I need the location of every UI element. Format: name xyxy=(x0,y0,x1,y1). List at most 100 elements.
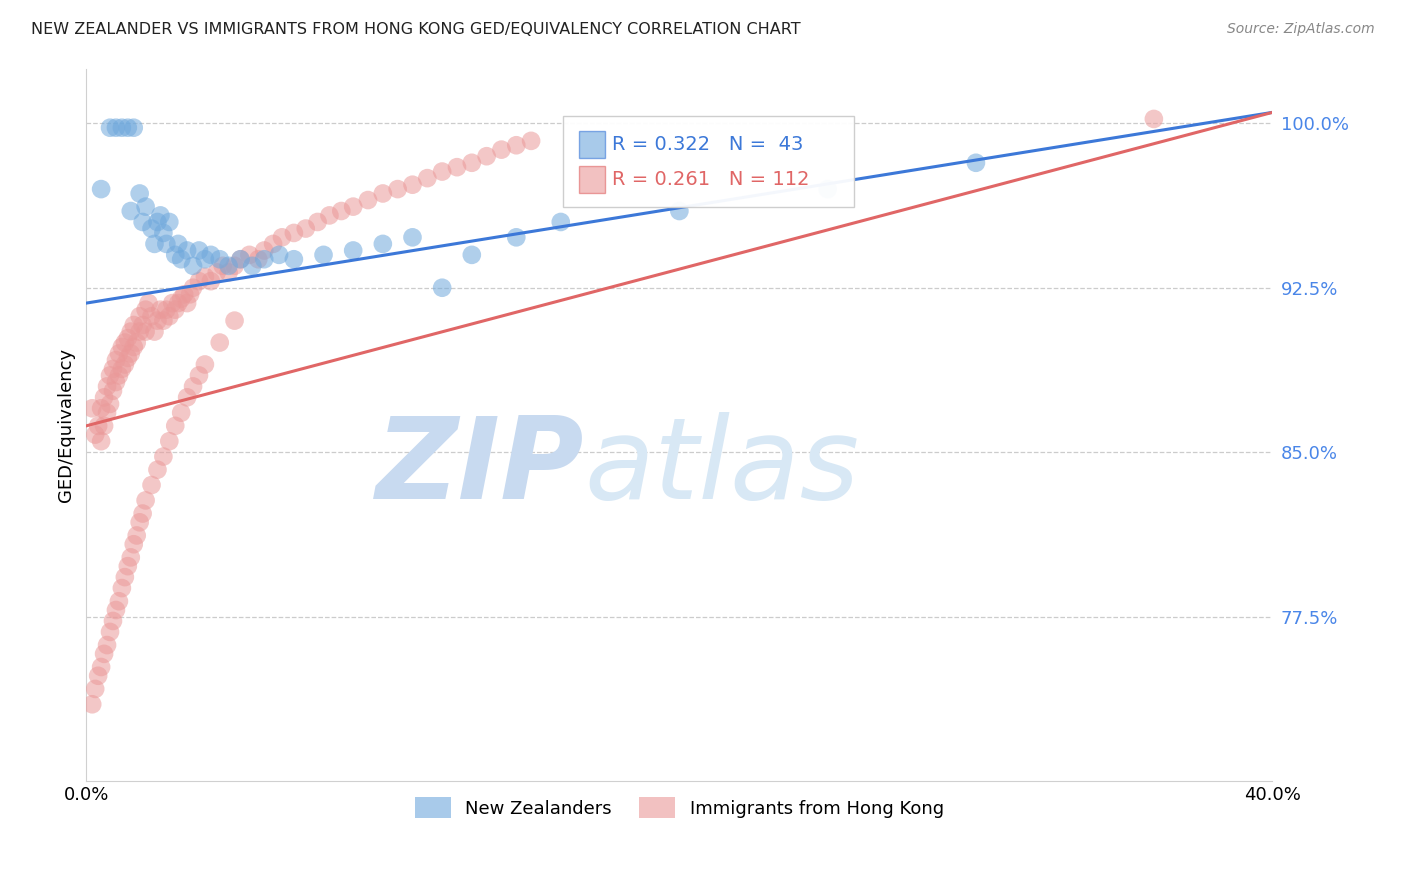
Point xyxy=(181,379,204,393)
Point xyxy=(200,248,222,262)
Point xyxy=(114,358,136,372)
Point xyxy=(122,120,145,135)
Point xyxy=(371,186,394,201)
Point xyxy=(253,244,276,258)
Text: R = 0.322   N =  43: R = 0.322 N = 43 xyxy=(612,135,803,153)
Point xyxy=(98,624,121,639)
Point xyxy=(96,379,118,393)
Point xyxy=(152,450,174,464)
Point xyxy=(491,143,513,157)
Point xyxy=(84,681,107,696)
Point xyxy=(101,384,124,398)
Point xyxy=(146,463,169,477)
Point xyxy=(96,638,118,652)
Point xyxy=(330,204,353,219)
Point xyxy=(114,570,136,584)
Point xyxy=(155,236,177,251)
Point xyxy=(131,215,153,229)
Point xyxy=(104,375,127,389)
Point xyxy=(104,353,127,368)
Point xyxy=(128,516,150,530)
Point xyxy=(173,287,195,301)
Point xyxy=(200,274,222,288)
Point xyxy=(371,236,394,251)
Point xyxy=(550,215,572,229)
Point xyxy=(170,252,193,267)
Point xyxy=(108,368,131,383)
Point xyxy=(387,182,409,196)
Point xyxy=(294,221,316,235)
Point xyxy=(87,669,110,683)
Point xyxy=(93,390,115,404)
Point xyxy=(111,581,134,595)
Point xyxy=(965,155,987,169)
Point xyxy=(93,647,115,661)
Point xyxy=(157,310,180,324)
FancyBboxPatch shape xyxy=(578,130,605,158)
Point xyxy=(240,259,263,273)
Point xyxy=(108,346,131,360)
Point xyxy=(90,660,112,674)
Point xyxy=(430,164,453,178)
Point xyxy=(90,434,112,449)
Point xyxy=(96,406,118,420)
Y-axis label: GED/Equivalency: GED/Equivalency xyxy=(58,348,75,502)
Point xyxy=(98,120,121,135)
Point xyxy=(108,594,131,608)
Point xyxy=(167,296,190,310)
Point xyxy=(146,215,169,229)
Point xyxy=(111,362,134,376)
Point xyxy=(135,200,157,214)
Point xyxy=(170,292,193,306)
Point xyxy=(152,226,174,240)
Point xyxy=(117,559,139,574)
Point xyxy=(416,171,439,186)
Point xyxy=(224,259,246,273)
Point xyxy=(342,244,364,258)
Point xyxy=(131,507,153,521)
Point xyxy=(117,120,139,135)
Point xyxy=(188,368,211,383)
Point xyxy=(87,418,110,433)
Point xyxy=(157,434,180,449)
Point xyxy=(122,318,145,332)
Point xyxy=(401,230,423,244)
Point xyxy=(181,281,204,295)
Point xyxy=(194,269,217,284)
Text: R = 0.261   N = 112: R = 0.261 N = 112 xyxy=(612,170,810,189)
Point xyxy=(135,325,157,339)
Point xyxy=(101,614,124,628)
Point xyxy=(218,259,240,273)
Point xyxy=(318,208,340,222)
Point xyxy=(461,248,484,262)
Point xyxy=(104,603,127,617)
Point xyxy=(205,265,228,279)
Point xyxy=(111,120,134,135)
Point xyxy=(135,302,157,317)
Point xyxy=(461,155,484,169)
Point xyxy=(98,368,121,383)
Point xyxy=(120,325,142,339)
Point xyxy=(283,252,305,267)
Point xyxy=(117,331,139,345)
Text: NEW ZEALANDER VS IMMIGRANTS FROM HONG KONG GED/EQUIVALENCY CORRELATION CHART: NEW ZEALANDER VS IMMIGRANTS FROM HONG KO… xyxy=(31,22,800,37)
Point xyxy=(1143,112,1166,126)
Point xyxy=(179,287,201,301)
Point xyxy=(283,226,305,240)
Point xyxy=(122,340,145,354)
Point xyxy=(176,296,198,310)
Point xyxy=(120,346,142,360)
Point xyxy=(146,313,169,327)
Text: ZIP: ZIP xyxy=(375,412,585,523)
Point xyxy=(149,208,172,222)
FancyBboxPatch shape xyxy=(564,116,853,208)
Point xyxy=(141,310,163,324)
Point xyxy=(128,325,150,339)
Point xyxy=(170,406,193,420)
Point xyxy=(165,248,187,262)
Point xyxy=(165,302,187,317)
FancyBboxPatch shape xyxy=(578,166,605,194)
Point xyxy=(167,236,190,251)
Point xyxy=(149,302,172,317)
Point xyxy=(505,138,527,153)
